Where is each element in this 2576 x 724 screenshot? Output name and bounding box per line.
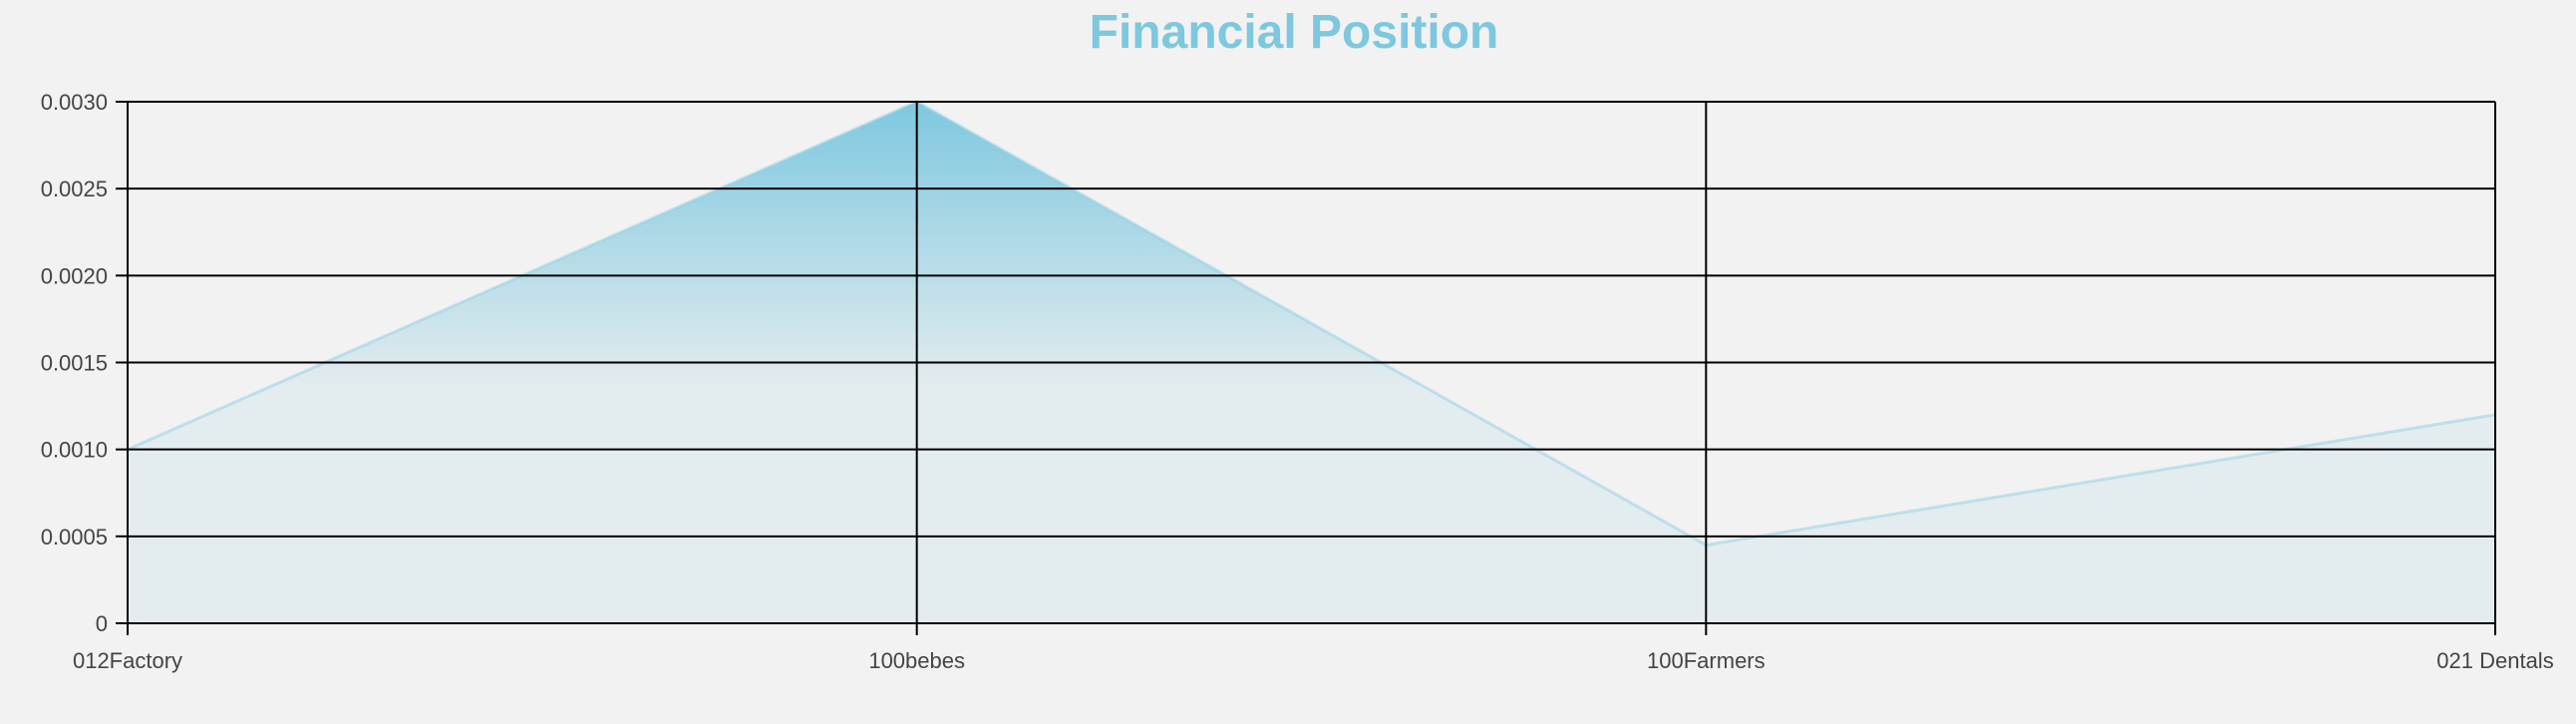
y-tick-label: 0.0010 [41,438,108,463]
chart-title: Financial Position [1090,6,1499,59]
x-tick-label: 021 Dentals [2436,648,2553,673]
y-axis-ticks: 0 0.0005 0.0010 0.0015 0.0020 0.0025 0.0030 [41,90,128,636]
grid-layer [127,101,2496,624]
y-tick-label: 0 [96,611,108,636]
y-tick-label: 0.0015 [41,351,108,376]
x-tick-label: 100Farmers [1647,648,1766,673]
x-tick-label: 100bebes [868,648,965,673]
y-tick-label: 0.0020 [41,263,108,288]
y-tick-label: 0.0005 [41,525,108,549]
x-axis-ticks: 012Factory 100bebes 100Farmers 021 Dentals [73,623,2554,673]
y-tick-label: 0.0030 [41,90,108,115]
x-tick-label: 012Factory [73,648,182,673]
y-tick-label: 0.0025 [41,177,108,201]
